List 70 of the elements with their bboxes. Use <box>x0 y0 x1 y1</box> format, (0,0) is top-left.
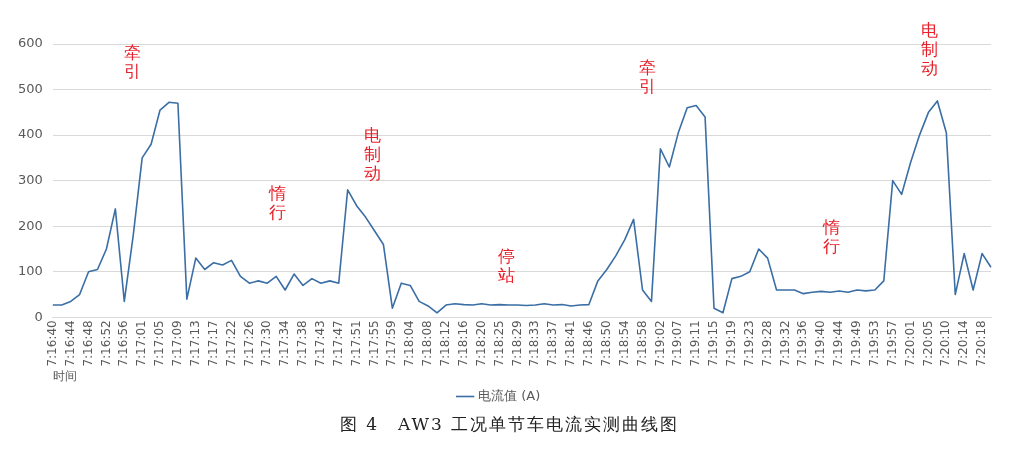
x-tick-label: 7:16:44 <box>62 320 77 367</box>
x-tick-label: 7:19:44 <box>831 320 846 367</box>
x-tick-label: 7:20:01 <box>902 320 917 367</box>
y-tick-label: 0 <box>34 308 43 324</box>
x-tick-label: 7:17:55 <box>366 320 381 367</box>
annotation: 牵引 <box>639 56 657 96</box>
x-tick-label: 7:16:48 <box>80 320 95 367</box>
x-tick-label: 7:17:17 <box>205 320 220 367</box>
x-tick-label: 7:19:49 <box>849 320 864 367</box>
x-tick-label: 7:20:18 <box>974 320 989 367</box>
x-tick-label: 7:19:19 <box>724 320 739 367</box>
annotation: 牵引 <box>124 42 142 82</box>
x-tick-label: 7:18:04 <box>402 320 417 367</box>
x-tick-label: 7:18:37 <box>545 320 560 367</box>
y-tick-label: 200 <box>17 217 43 233</box>
x-tick-label: 7:19:57 <box>884 320 899 367</box>
x-tick-label: 7:17:51 <box>348 320 363 367</box>
y-tick-label: 600 <box>17 35 43 51</box>
x-tick-label: 7:17:26 <box>241 320 256 367</box>
x-tick-label: 7:18:33 <box>527 320 542 367</box>
y-tick-label: 500 <box>17 80 43 96</box>
x-tick-label: 7:18:58 <box>634 320 649 367</box>
x-tick-label: 7:17:01 <box>134 320 149 367</box>
x-tick-label: 7:17:22 <box>223 320 238 367</box>
x-tick-label: 7:17:05 <box>152 320 167 367</box>
x-tick-label: 7:17:38 <box>295 320 310 367</box>
annotation: 惰行 <box>822 216 841 256</box>
x-tick-label: 7:17:59 <box>384 320 399 367</box>
y-tick-label: 300 <box>17 172 43 188</box>
x-tick-label: 7:18:20 <box>473 320 488 367</box>
x-tick-label: 7:17:13 <box>187 320 202 367</box>
x-tick-label: 7:20:10 <box>938 320 953 367</box>
x-tick-label: 7:16:52 <box>98 320 113 367</box>
x-tick-label: 7:18:29 <box>509 320 524 367</box>
x-tick-label: 7:19:32 <box>777 320 792 367</box>
x-tick-label: 7:18:50 <box>598 320 613 367</box>
annotation: 电制动 <box>364 125 382 184</box>
x-tick-label: 7:17:30 <box>259 320 274 367</box>
x-tick-label: 7:18:25 <box>491 320 506 367</box>
caption: 图 4 AW3 工况单节车电流实测曲线图 <box>338 413 681 436</box>
x-tick-label: 7:18:46 <box>581 320 596 367</box>
x-tick-label: 7:17:34 <box>277 320 292 367</box>
x-tick-label: 7:19:36 <box>795 320 810 367</box>
x-tick-label: 7:19:02 <box>652 320 667 367</box>
x-tick-label: 7:19:23 <box>741 320 756 367</box>
x-tick-label: 7:17:43 <box>312 320 327 367</box>
x-tick-label: 7:17:09 <box>170 320 185 367</box>
x-tick-label: 7:20:14 <box>956 320 971 367</box>
y-tick-label: 100 <box>17 263 43 279</box>
annotation: 惰行 <box>268 182 287 222</box>
x-tick-label: 7:17:47 <box>330 320 345 367</box>
annotation: 停站 <box>498 245 516 285</box>
x-tick-label: 7:18:16 <box>455 320 470 367</box>
x-tick-label: 7:18:12 <box>438 320 453 367</box>
x-tick-label: 7:19:28 <box>759 320 774 367</box>
x-tick-label: 7:19:15 <box>706 320 721 367</box>
legend-label: 电流值 (A) <box>478 387 541 403</box>
x-tick-label: 7:18:54 <box>616 320 631 367</box>
x-axis-title: 时间 <box>52 368 77 383</box>
x-tick-label: 7:19:11 <box>688 320 703 367</box>
x-tick-label: 7:20:05 <box>920 320 935 367</box>
x-tick-label: 7:18:41 <box>563 320 578 367</box>
x-tick-label: 7:18:08 <box>420 320 435 367</box>
y-tick-label: 400 <box>17 126 43 142</box>
x-tick-label: 7:16:40 <box>44 320 59 367</box>
x-tick-label: 7:19:40 <box>813 320 828 367</box>
x-tick-label: 7:19:53 <box>866 320 881 367</box>
x-tick-label: 7:19:07 <box>670 320 685 367</box>
annotation: 电制动 <box>920 20 938 79</box>
x-tick-label: 7:16:56 <box>116 320 131 367</box>
